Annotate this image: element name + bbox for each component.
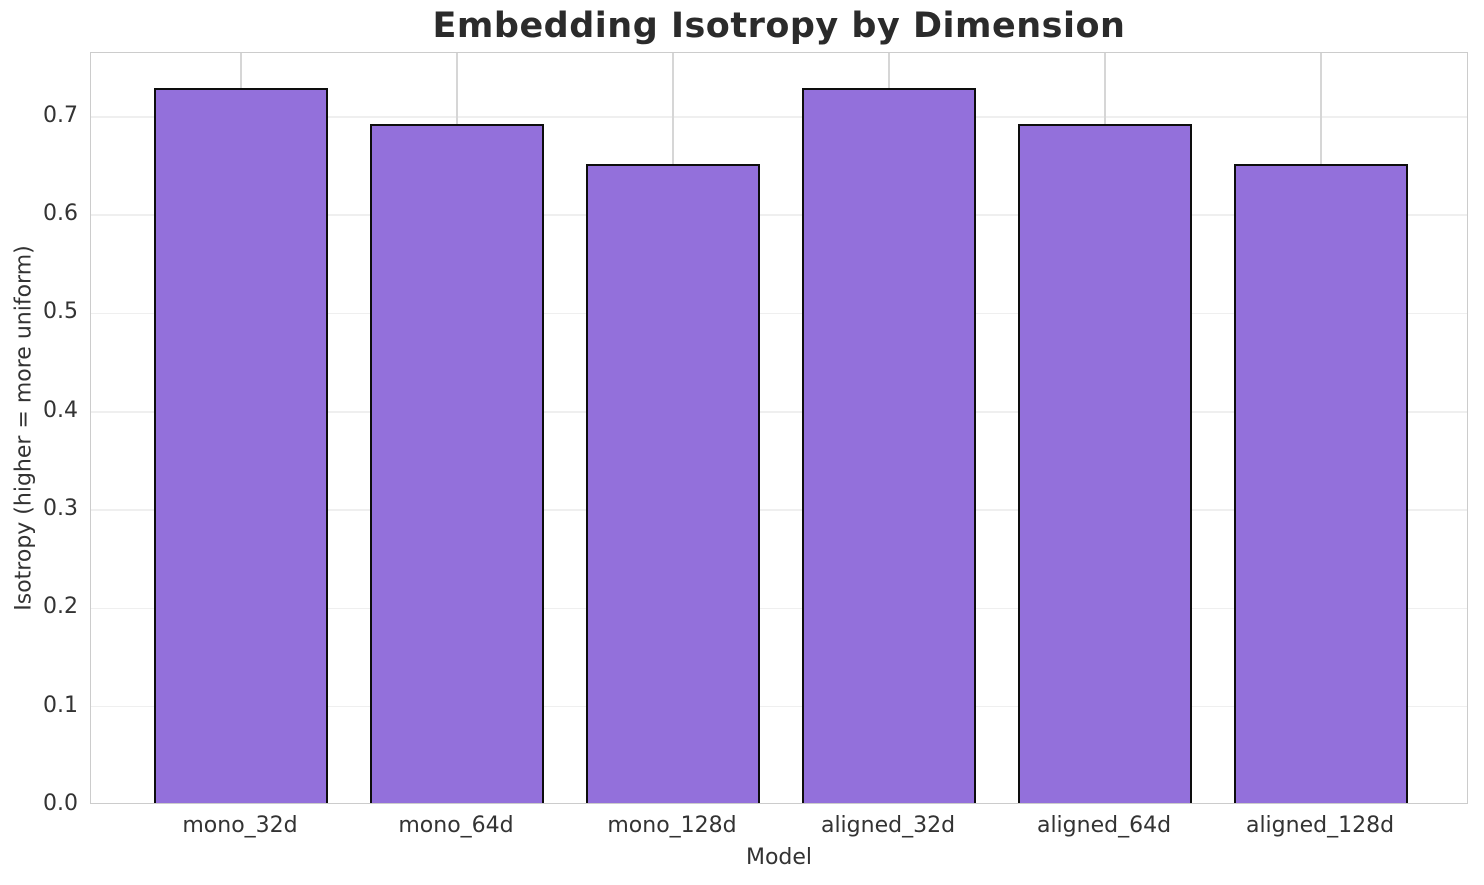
x-axis-tick-labels: mono_32d mono_64d mono_128d aligned_32d alig… — [90, 813, 1468, 843]
y-axis-tick-labels: 0.0 0.1 0.2 0.3 0.4 0.5 0.6 0.7 — [0, 52, 78, 816]
bar-aligned_64d — [1018, 123, 1192, 803]
horizontal-gridline — [91, 705, 1467, 708]
horizontal-gridline — [91, 312, 1467, 315]
bar-mono_32d — [154, 88, 328, 803]
y-tick-label: 0.3 — [43, 496, 78, 522]
x-axis-label: Model — [745, 845, 813, 870]
y-tick-label: 0.0 — [43, 791, 78, 816]
y-tick-label: 0.7 — [43, 102, 78, 128]
y-tick-label: 0.5 — [43, 299, 78, 325]
x-tick-label-aligned_32d: aligned_32d — [820, 813, 956, 838]
bar-mono_128d — [586, 164, 760, 803]
y-tick-label: 0.2 — [43, 594, 78, 620]
horizontal-gridline — [91, 214, 1467, 216]
horizontal-gridline — [91, 116, 1467, 118]
y-tick-label: 0.6 — [43, 201, 78, 227]
y-tick-label: 0.1 — [43, 692, 78, 718]
horizontal-gridline — [91, 607, 1467, 610]
plot-area — [90, 52, 1468, 804]
x-tick-label-mono_32d: mono_32d — [182, 813, 298, 838]
y-tick-label: 0.4 — [43, 397, 78, 423]
x-tick-label-aligned_128d: aligned_128d — [1245, 813, 1395, 838]
bar-aligned_32d — [802, 88, 976, 803]
x-tick-label-mono_64d: mono_64d — [398, 813, 514, 838]
bar-aligned_128d — [1234, 164, 1408, 803]
chart-title: Embedding Isotropy by Dimension — [432, 6, 1126, 46]
bar-mono_64d — [370, 123, 544, 803]
horizontal-gridline — [91, 411, 1467, 413]
horizontal-gridline — [91, 509, 1467, 511]
x-tick-label-aligned_64d: aligned_64d — [1036, 813, 1172, 838]
x-tick-label-mono_128d: mono_128d — [607, 813, 737, 838]
